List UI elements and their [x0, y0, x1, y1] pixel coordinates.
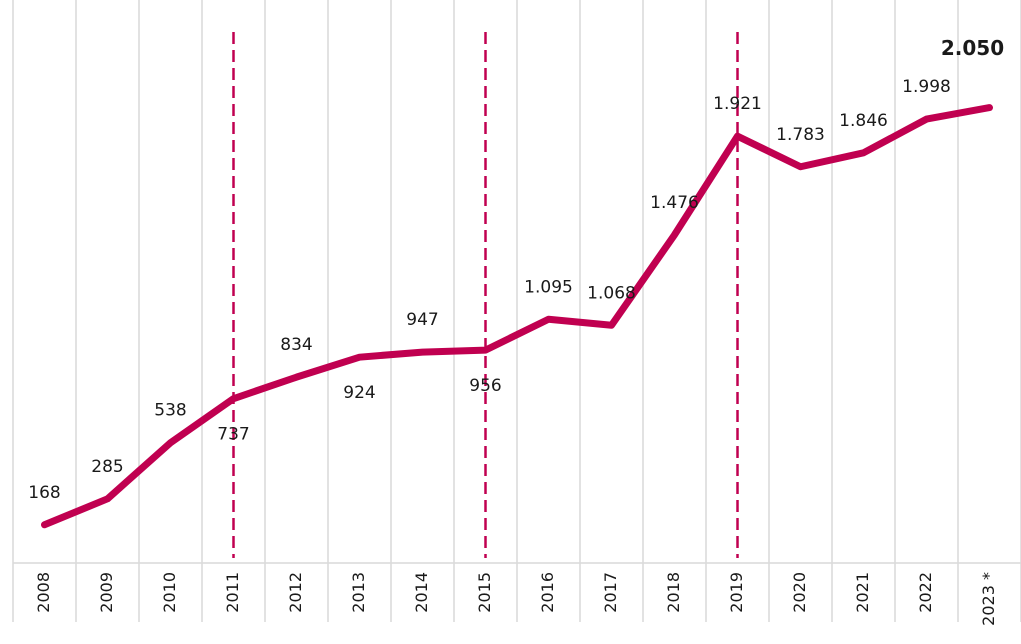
data-label: 538	[154, 401, 186, 421]
data-label: 1.095	[524, 277, 573, 297]
data-label: 834	[280, 335, 312, 355]
x-tick-label: 2023 *	[979, 572, 998, 626]
data-label: 956	[469, 376, 501, 396]
x-tick-label: 2019	[727, 572, 746, 613]
x-tick-label: 2018	[664, 572, 683, 613]
data-label: 2.050	[941, 36, 1004, 60]
data-label: 168	[28, 483, 60, 503]
x-tick-label: 2020	[790, 572, 809, 613]
data-label: 285	[91, 457, 123, 477]
data-label: 924	[343, 383, 375, 403]
x-tick-label: 2016	[538, 572, 557, 613]
data-label: 947	[406, 310, 438, 330]
x-tick-label: 2015	[475, 572, 494, 613]
x-tick-label: 2010	[160, 572, 179, 613]
x-tick-label: 2022	[916, 572, 935, 613]
x-tick-label: 2012	[286, 572, 305, 613]
x-tick-label: 2017	[601, 572, 620, 613]
data-label: 737	[217, 425, 249, 445]
data-label: 1.068	[587, 283, 636, 303]
x-tick-label: 2008	[34, 572, 53, 613]
data-label: 1.921	[713, 94, 762, 114]
data-label: 1.846	[839, 111, 888, 131]
x-tick-label: 2009	[97, 572, 116, 613]
data-label: 1.998	[902, 77, 951, 97]
data-label: 1.476	[650, 193, 699, 213]
x-tick-label: 2021	[853, 572, 872, 613]
x-tick-label: 2014	[412, 572, 431, 613]
x-tick-label: 2011	[223, 572, 242, 613]
series-line	[41, 104, 993, 529]
data-label: 1.783	[776, 125, 825, 145]
x-tick-label: 2013	[349, 572, 368, 613]
